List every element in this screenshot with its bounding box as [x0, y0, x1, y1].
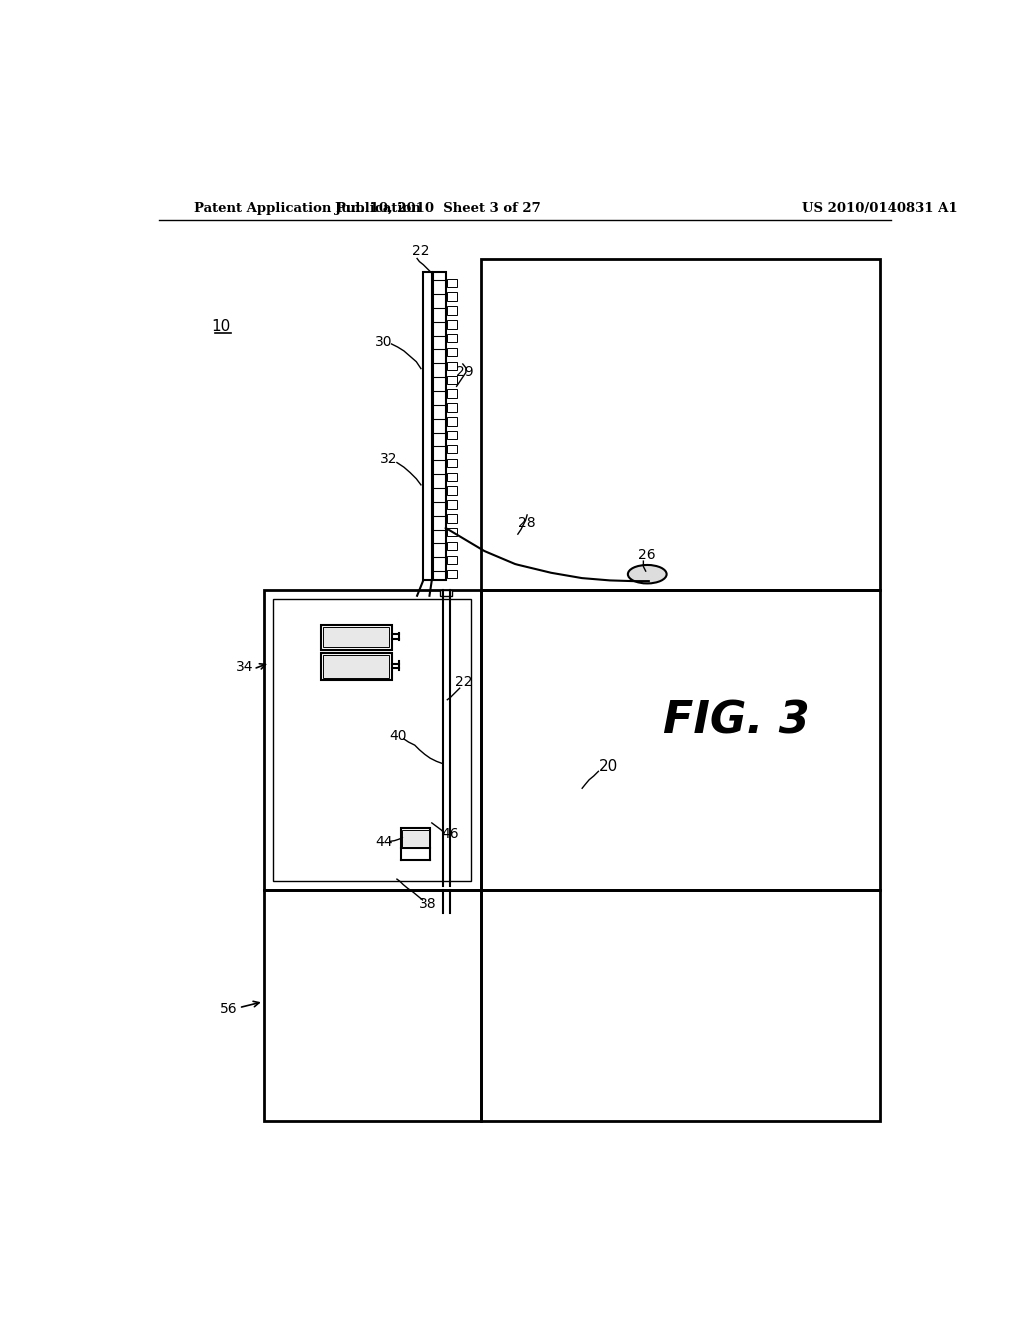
Text: 29: 29 — [457, 366, 474, 379]
Bar — [432, 272, 445, 581]
Bar — [423, 272, 432, 581]
Bar — [321, 653, 391, 681]
Text: 22: 22 — [413, 244, 430, 257]
Text: 20: 20 — [599, 759, 618, 775]
Bar — [446, 556, 457, 564]
Bar — [446, 473, 457, 480]
Bar — [446, 348, 457, 356]
Text: 28: 28 — [518, 516, 536, 529]
Text: FIG. 3: FIG. 3 — [663, 700, 810, 742]
Bar — [446, 404, 457, 412]
Bar — [324, 627, 389, 647]
Text: 30: 30 — [375, 335, 392, 348]
Bar — [446, 430, 457, 440]
Bar — [446, 293, 457, 301]
Bar — [446, 279, 457, 286]
Bar — [446, 417, 457, 425]
Bar — [446, 321, 457, 329]
Bar — [446, 459, 457, 467]
Text: 46: 46 — [440, 828, 459, 841]
Bar — [446, 376, 457, 384]
Bar — [446, 334, 457, 342]
Bar — [324, 655, 389, 678]
Text: 40: 40 — [389, 729, 407, 743]
Bar — [480, 590, 880, 890]
Bar — [446, 500, 457, 508]
Bar — [446, 389, 457, 397]
Bar — [440, 590, 452, 595]
Bar — [446, 570, 457, 578]
Text: 38: 38 — [419, 896, 437, 911]
Bar — [263, 590, 480, 890]
Ellipse shape — [628, 565, 667, 583]
Bar — [321, 626, 391, 649]
Text: 32: 32 — [381, 451, 398, 466]
Bar — [446, 445, 457, 453]
Bar — [446, 515, 457, 523]
Bar — [446, 543, 457, 550]
Bar — [480, 259, 880, 590]
Bar — [446, 528, 457, 536]
Bar — [446, 362, 457, 370]
Text: 56: 56 — [220, 1002, 238, 1016]
Text: Patent Application Publication: Patent Application Publication — [194, 202, 421, 215]
Bar — [402, 830, 429, 847]
Bar — [446, 487, 457, 495]
Bar — [263, 890, 480, 1121]
Bar — [446, 306, 457, 314]
Text: 34: 34 — [236, 660, 253, 673]
Text: US 2010/0140831 A1: US 2010/0140831 A1 — [802, 202, 957, 215]
Text: Jun. 10, 2010  Sheet 3 of 27: Jun. 10, 2010 Sheet 3 of 27 — [335, 202, 541, 215]
Bar — [480, 890, 880, 1121]
Text: 26: 26 — [638, 548, 656, 562]
Bar — [273, 599, 471, 880]
Text: 22: 22 — [455, 675, 472, 689]
Text: 44: 44 — [375, 836, 392, 849]
Text: 10: 10 — [211, 318, 230, 334]
Bar — [400, 829, 430, 849]
